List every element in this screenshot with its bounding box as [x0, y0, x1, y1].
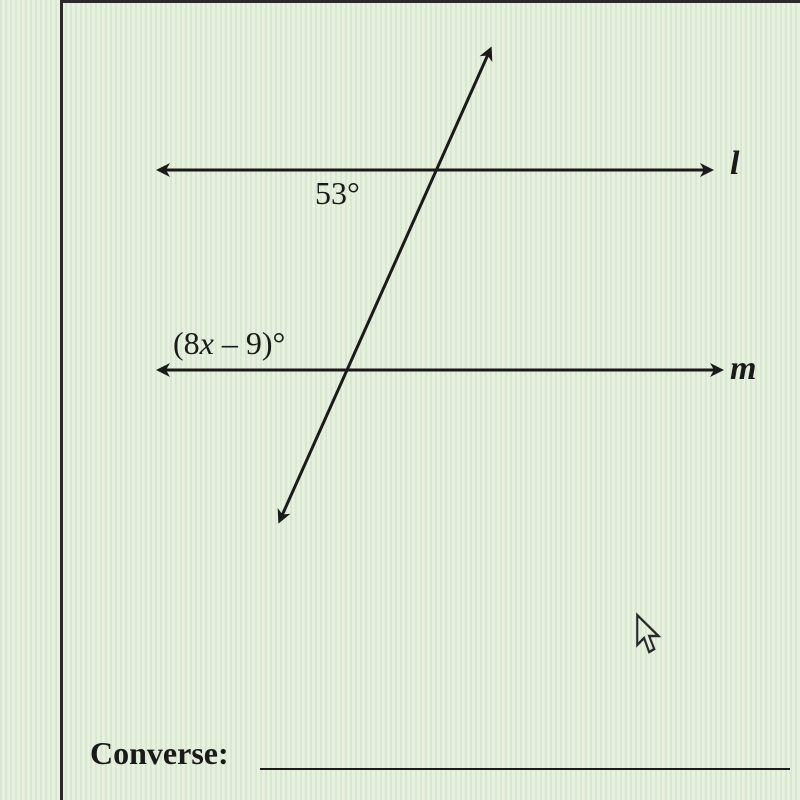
transversal-line	[280, 50, 490, 520]
geometry-diagram	[80, 40, 740, 560]
converse-blank-line[interactable]	[260, 768, 790, 770]
angle-label-top: 53°	[315, 175, 360, 212]
cursor-icon	[633, 610, 667, 670]
line-label-l: l	[730, 145, 739, 183]
converse-label: Converse:	[90, 735, 229, 772]
angle-label-bottom: (8x – 9)°	[173, 325, 285, 362]
line-label-m: m	[730, 350, 756, 388]
